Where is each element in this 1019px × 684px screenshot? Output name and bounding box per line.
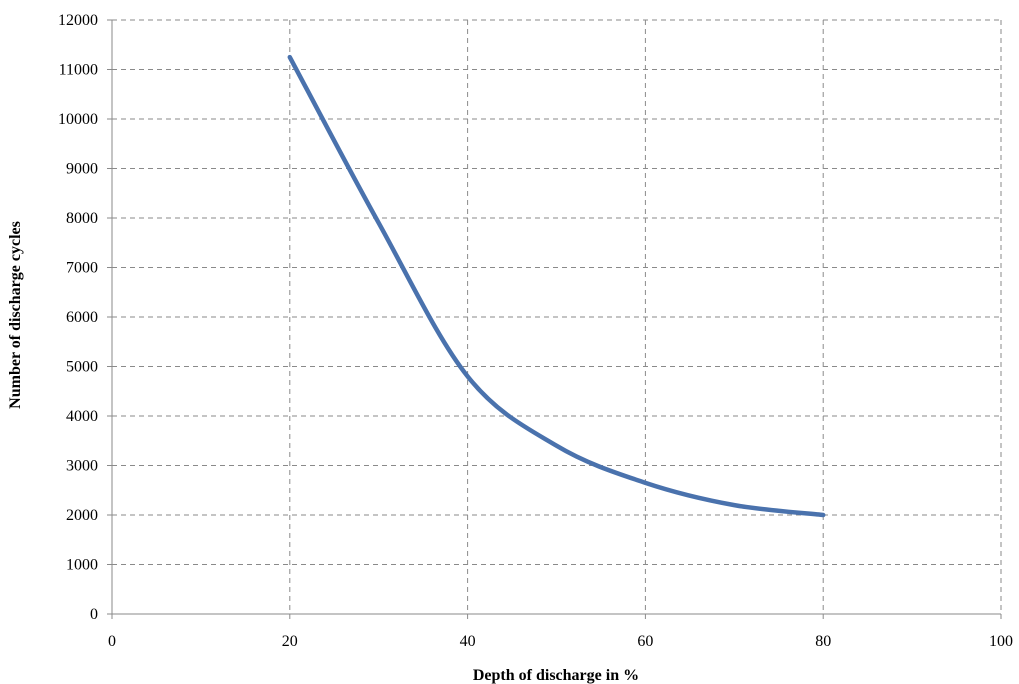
y-axis-title: Number of discharge cycles (7, 221, 24, 409)
y-tick-label: 1000 (66, 557, 98, 574)
y-tick-label: 11000 (59, 62, 98, 79)
x-tick-label: 80 (815, 633, 831, 650)
y-tick-label: 9000 (66, 161, 98, 178)
y-tick-label: 6000 (66, 309, 98, 326)
y-tick-label: 2000 (66, 507, 98, 524)
y-tick-label: 10000 (58, 111, 98, 128)
x-tick-label: 60 (637, 633, 653, 650)
series-line (287, 54, 826, 518)
x-tick-label: 100 (989, 633, 1013, 650)
y-tick-label: 3000 (66, 458, 98, 475)
y-tick-labels: 0 1000 2000 3000 4000 5000 6000 7000 8000 9000 100… (58, 12, 98, 623)
x-tick-label: 40 (460, 633, 476, 650)
y-tick-label: 7000 (66, 260, 98, 277)
y-tick-label: 0 (90, 606, 98, 623)
x-tick-labels: 0 20 40 60 80 100 (108, 633, 1013, 650)
y-tick-label: 4000 (66, 408, 98, 425)
y-tick-label: 12000 (58, 12, 98, 29)
grid-lines (112, 19, 1002, 614)
axes (107, 19, 1002, 619)
y-tick-label: 8000 (66, 210, 98, 227)
y-tick-label: 5000 (66, 359, 98, 376)
x-tick-label: 0 (108, 633, 116, 650)
x-tick-label: 20 (282, 633, 298, 650)
series-layer (287, 54, 826, 518)
x-axis-title: Depth of discharge in % (473, 667, 639, 684)
